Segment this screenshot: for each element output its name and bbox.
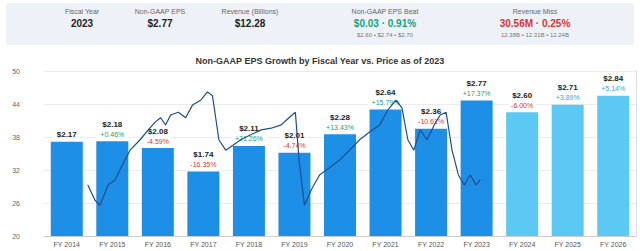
svg-text:-10.61%: -10.61% bbox=[418, 118, 444, 125]
svg-text:FY 2020: FY 2020 bbox=[327, 241, 353, 248]
svg-text:FY 2019: FY 2019 bbox=[281, 241, 307, 248]
html-text:$2.77: $2.77 bbox=[147, 18, 173, 29]
svg-text:50: 50 bbox=[12, 68, 20, 75]
html-text:2023: 2023 bbox=[70, 18, 94, 29]
svg-text:+15.79%: +15.79% bbox=[372, 99, 400, 106]
svg-text:26: 26 bbox=[12, 200, 20, 207]
svg-text:+17.37%: +17.37% bbox=[463, 90, 491, 97]
svg-text:FY 2025: FY 2025 bbox=[555, 241, 581, 248]
svg-text:$2.08: $2.08 bbox=[148, 127, 169, 136]
svg-text:$2.84: $2.84 bbox=[603, 74, 624, 83]
svg-text:Non-GAAP EPS Growth by Fiscal: Non-GAAP EPS Growth by Fiscal Year vs. P… bbox=[196, 56, 445, 66]
svg-text:-4.74%: -4.74% bbox=[283, 142, 305, 149]
svg-text:+5.14%: +5.14% bbox=[601, 85, 625, 92]
svg-text:$2.11: $2.11 bbox=[239, 124, 259, 134]
html-text:Revenue Miss: Revenue Miss bbox=[512, 8, 558, 15]
html-text:Non-GAAP EPS: Non-GAAP EPS bbox=[134, 8, 186, 15]
svg-text:+3.89%: +3.89% bbox=[556, 94, 580, 101]
svg-text:$2.17: $2.17 bbox=[57, 130, 78, 139]
html-text:30.56M · 0.25%: 30.56M · 0.25% bbox=[499, 18, 571, 29]
html-text:12.38B • 12.31B • 12.24B: 12.38B • 12.31B • 12.24B bbox=[501, 32, 569, 38]
svg-text:FY 2024: FY 2024 bbox=[509, 241, 535, 248]
html-text:$2.60 • $2.74 • $2.70: $2.60 • $2.74 • $2.70 bbox=[357, 32, 413, 38]
svg-text:+0.46%: +0.46% bbox=[100, 131, 124, 138]
svg-text:FY 2023: FY 2023 bbox=[463, 241, 489, 248]
svg-text:FY 2017: FY 2017 bbox=[190, 241, 216, 248]
svg-text:44: 44 bbox=[12, 101, 20, 108]
svg-text:+21.26%: +21.26% bbox=[235, 135, 263, 143]
svg-text:$2.64: $2.64 bbox=[376, 88, 397, 97]
svg-text:-4.59%: -4.59% bbox=[147, 138, 169, 145]
html-text:Revenue (Billions): Revenue (Billions) bbox=[221, 8, 279, 15]
html-text:Fiscal Year: Fiscal Year bbox=[64, 8, 100, 15]
svg-text:+13.43%: +13.43% bbox=[326, 124, 354, 131]
svg-text:$1.74: $1.74 bbox=[193, 150, 214, 159]
svg-text:FY 2018: FY 2018 bbox=[236, 241, 262, 248]
svg-text:38: 38 bbox=[12, 134, 20, 141]
svg-text:20: 20 bbox=[12, 233, 20, 240]
svg-text:$2.77: $2.77 bbox=[467, 79, 488, 88]
svg-text:$2.28: $2.28 bbox=[330, 113, 351, 122]
svg-text:$2.18: $2.18 bbox=[102, 120, 123, 129]
svg-text:-16.35%: -16.35% bbox=[190, 161, 216, 168]
svg-text:FY 2022: FY 2022 bbox=[418, 241, 444, 248]
html-text:Non-GAAP EPS Beat: Non-GAAP EPS Beat bbox=[351, 8, 419, 15]
svg-text:$2.36: $2.36 bbox=[421, 107, 442, 116]
svg-text:FY 2026: FY 2026 bbox=[600, 241, 626, 248]
svg-text:$2.01: $2.01 bbox=[284, 131, 305, 140]
svg-text:FY 2016: FY 2016 bbox=[145, 241, 171, 248]
svg-text:$2.60: $2.60 bbox=[512, 91, 533, 100]
html-text:$12.28: $12.28 bbox=[234, 18, 266, 29]
svg-text:$2.71: $2.71 bbox=[558, 83, 579, 92]
svg-text:FY 2014: FY 2014 bbox=[54, 241, 80, 248]
svg-text:32: 32 bbox=[12, 167, 20, 174]
svg-text:FY 2021: FY 2021 bbox=[372, 241, 398, 248]
svg-text:FY 2015: FY 2015 bbox=[99, 241, 125, 248]
html-text:$0.03 · 0.91%: $0.03 · 0.91% bbox=[353, 18, 417, 29]
svg-text:-6.00%: -6.00% bbox=[511, 102, 533, 109]
